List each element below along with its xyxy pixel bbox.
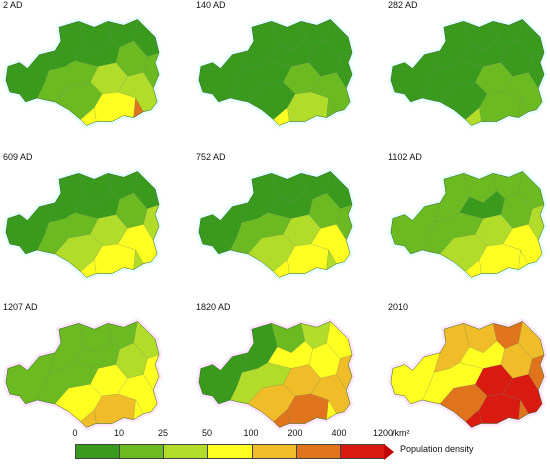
map-panel-2-ad: 2 AD <box>0 0 165 140</box>
region-map <box>2 167 163 281</box>
legend-swatch <box>120 445 165 458</box>
map-panel-282-ad: 282 AD <box>385 0 550 140</box>
legend-swatch <box>252 445 297 458</box>
legend-tick-label: 10 <box>113 428 125 438</box>
legend-swatch <box>208 445 253 458</box>
legend-unit: /km² <box>392 428 410 438</box>
legend-arrow-icon <box>384 444 394 460</box>
map-year-label: 609 AD <box>3 152 33 162</box>
legend-swatch <box>296 445 341 458</box>
legend-tick-label: 200 <box>287 428 303 438</box>
legend-tick-label: 50 <box>201 428 213 438</box>
region-map <box>387 317 548 431</box>
map-year-label: 140 AD <box>196 0 226 10</box>
map-year-label: 1820 AD <box>196 302 231 312</box>
map-outline <box>198 19 353 126</box>
map-outline <box>198 171 353 278</box>
legend-tick-label: 25 <box>157 428 169 438</box>
map-year-label: 1207 AD <box>3 302 38 312</box>
legend-tick-label: 0 <box>72 428 78 438</box>
map-outline <box>5 19 160 126</box>
legend-caption: Population density <box>400 444 474 454</box>
region-map <box>195 317 356 431</box>
legend-swatch <box>164 445 209 458</box>
legend-tick-label: 400 <box>331 428 347 438</box>
map-year-label: 752 AD <box>196 152 226 162</box>
map-panel-1820-ad: 1820 AD <box>193 302 358 442</box>
region-map <box>195 15 356 129</box>
region-map <box>2 317 163 431</box>
legend-color-bar <box>75 444 385 459</box>
map-outline <box>5 171 160 278</box>
legend-tick-label: 1200 <box>372 428 394 438</box>
map-year-label: 2010 <box>388 302 409 312</box>
legend-swatch <box>76 445 121 458</box>
region-map <box>195 167 356 281</box>
map-panel-752-ad: 752 AD <box>193 152 358 292</box>
map-outline <box>390 321 545 428</box>
map-outline <box>390 19 545 126</box>
population-density-legend: 0 10 25 50 100 200 400 1200 /km² Population den… <box>70 428 474 463</box>
legend-swatch <box>340 445 384 458</box>
map-year-label: 2 AD <box>3 0 23 10</box>
map-year-label: 1102 AD <box>388 152 422 162</box>
map-outline <box>390 171 545 278</box>
map-panel-609-ad: 609 AD <box>0 152 165 292</box>
region-map <box>387 15 548 129</box>
map-outline <box>5 321 160 428</box>
map-panel-1102-ad: 1102 AD <box>385 152 550 292</box>
legend-tick-label: 100 <box>243 428 259 438</box>
map-panel-140-ad: 140 AD <box>193 0 358 140</box>
map-panel-2010: 2010 <box>385 302 550 442</box>
region-map <box>2 15 163 129</box>
map-year-label: 282 AD <box>388 0 418 10</box>
map-panel-1207-ad: 1207 AD <box>0 302 165 442</box>
region-map <box>387 167 548 281</box>
map-outline <box>198 321 353 428</box>
